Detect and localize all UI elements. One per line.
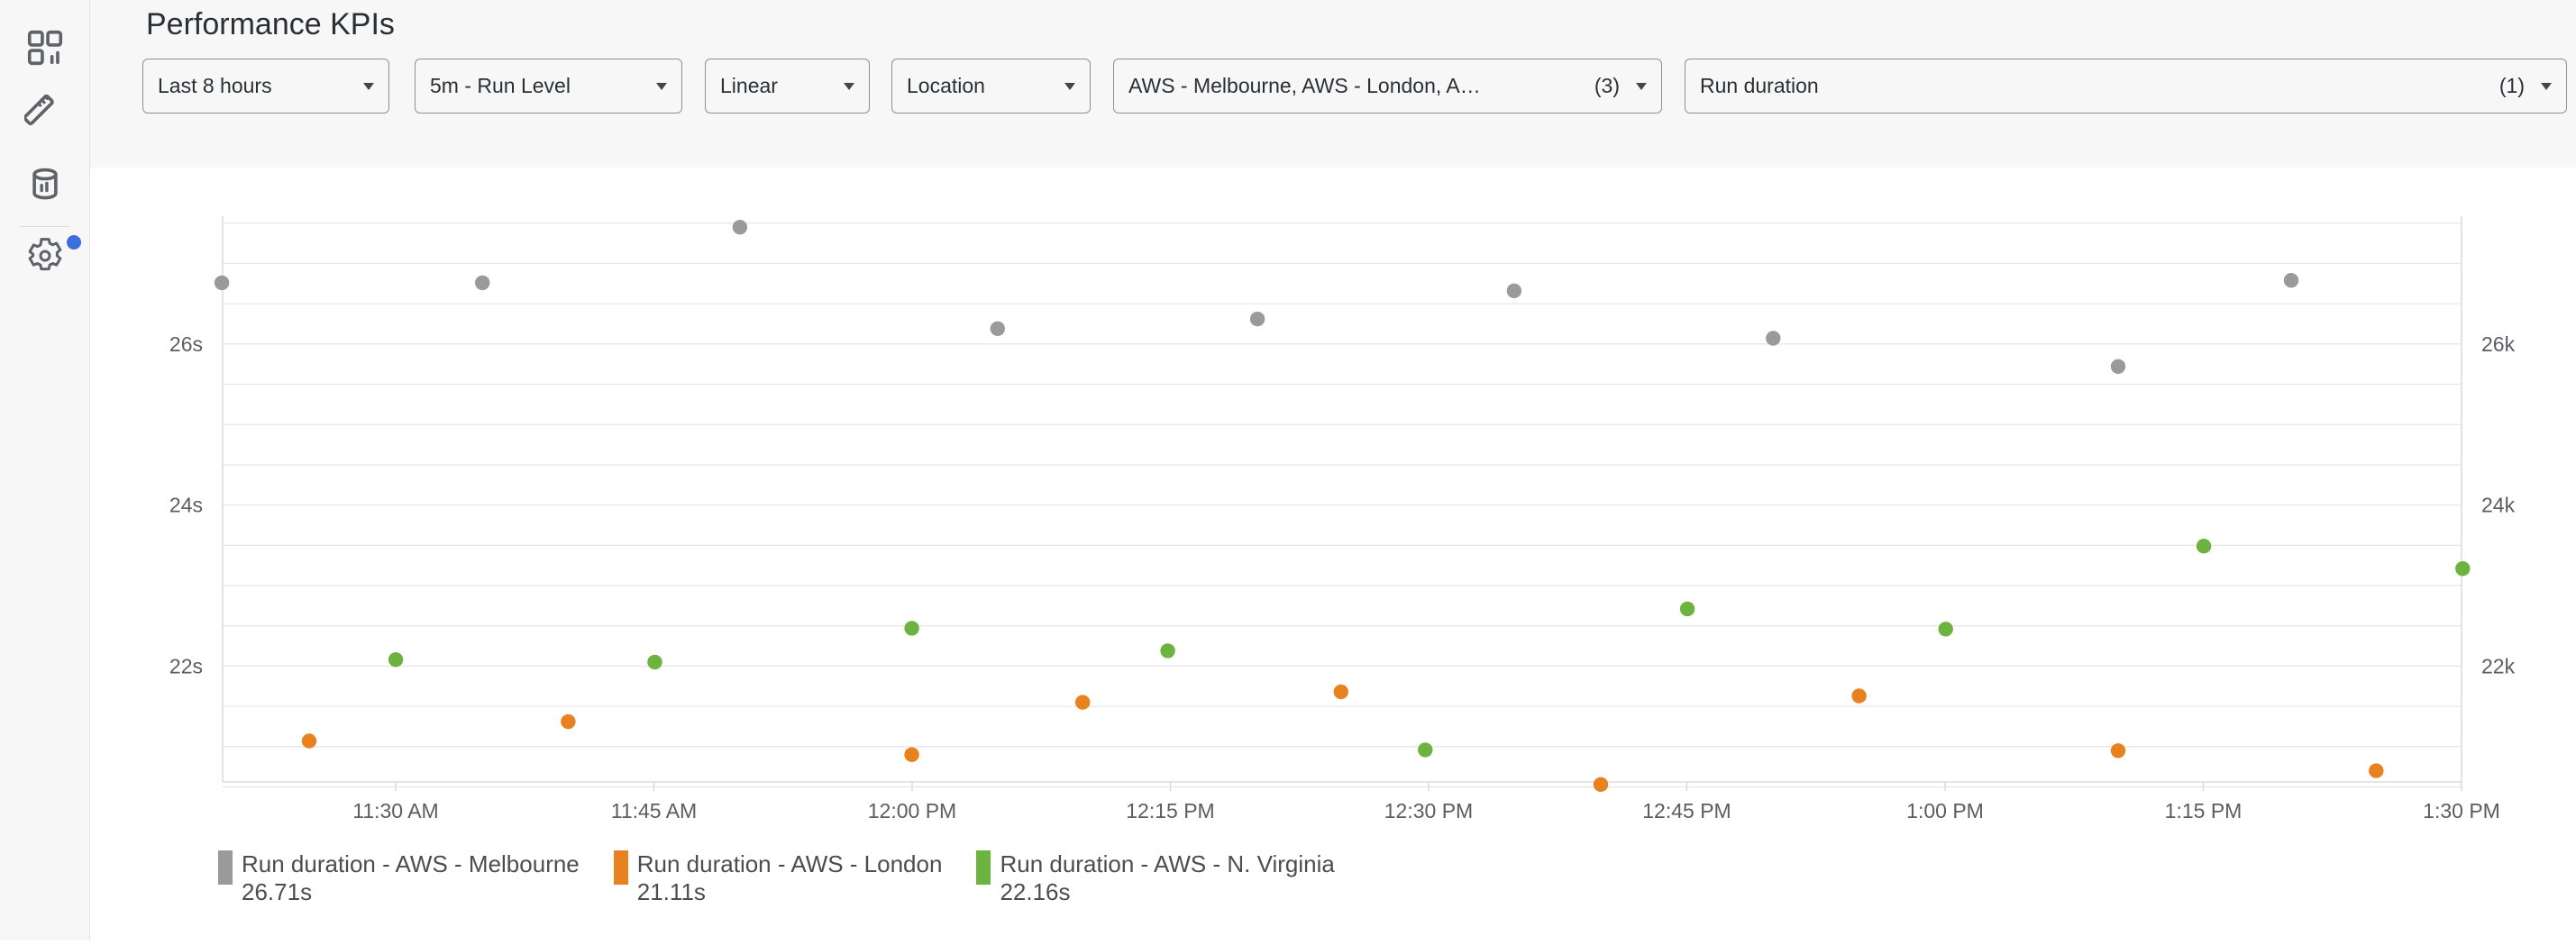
- svg-text:1:00 PM: 1:00 PM: [1906, 799, 1984, 822]
- svg-text:1:15 PM: 1:15 PM: [2165, 799, 2243, 822]
- svg-text:26s: 26s: [169, 332, 203, 356]
- svg-text:26k: 26k: [2481, 332, 2516, 356]
- svg-text:22s: 22s: [169, 654, 203, 677]
- svg-text:11:30 AM: 11:30 AM: [352, 799, 438, 822]
- svg-text:12:45 PM: 12:45 PM: [1642, 799, 1731, 822]
- svg-text:12:00 PM: 12:00 PM: [868, 799, 956, 822]
- svg-text:1:30 PM: 1:30 PM: [2423, 799, 2500, 822]
- svg-text:12:15 PM: 12:15 PM: [1126, 799, 1214, 822]
- svg-text:22k: 22k: [2481, 654, 2516, 677]
- svg-text:11:45 AM: 11:45 AM: [611, 799, 697, 822]
- svg-text:24k: 24k: [2481, 494, 2516, 517]
- svg-text:24s: 24s: [169, 494, 203, 517]
- svg-text:12:30 PM: 12:30 PM: [1384, 799, 1473, 822]
